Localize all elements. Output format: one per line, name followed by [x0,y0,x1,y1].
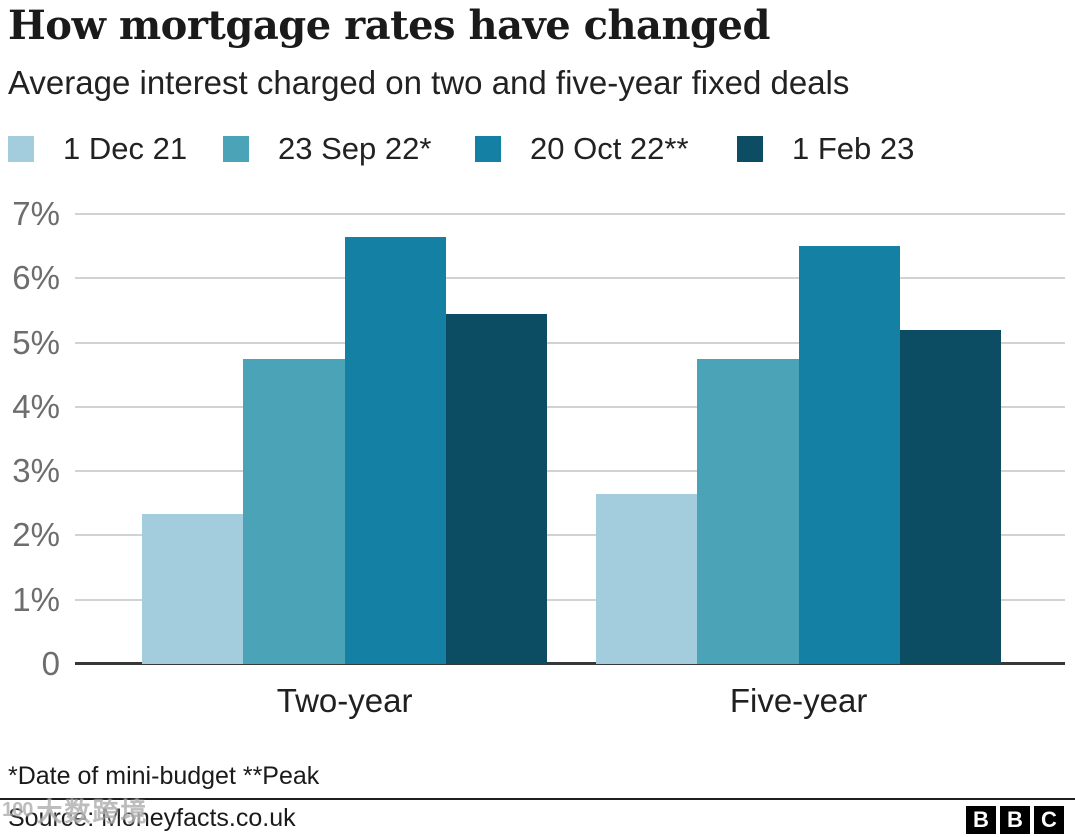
bar-two-year-23-sep-22- [243,359,345,664]
y-tick-label: 2% [12,516,60,554]
y-axis-labels: 7% 6% 5% 4% 3% 2% 1% 0 [0,195,60,682]
bar-five-year-23-sep-22- [697,358,799,664]
legend-item: 1 Dec 21 [8,131,187,167]
legend: 1 Dec 21 23 Sep 22* 20 Oct 22** 1 Feb 23 [8,131,1068,166]
plot-area: Two-year Five-year [75,213,1065,719]
y-tick-label: 7% [12,195,60,232]
bar-five-year-20-oct-22- [798,245,900,664]
legend-label: 20 Oct 22** [530,131,689,166]
bar-five-year-1-dec-21 [596,494,698,664]
legend-label: 23 Sep 22* [278,131,432,166]
bar-five-year-1-feb-23 [899,329,1002,664]
gridline [75,598,1065,601]
bar-two-year-20-oct-22- [344,236,446,664]
legend-label: 1 Feb 23 [792,131,915,166]
y-tick-label: 5% [12,323,60,361]
y-tick-label: 4% [12,387,60,425]
gridline [75,277,1065,280]
footnote: *Date of mini-budget **Peak [8,762,320,790]
bbc-logo-letter: B [966,806,996,834]
bar-two-year-1-feb-23 [445,314,548,664]
legend-swatch-icon [475,136,501,162]
source-label: Source: Moneyfacts.co.uk [8,804,296,832]
y-tick-label: 6% [12,259,60,297]
bar-two-year-1-dec-21 [142,513,244,664]
gridline [75,405,1065,408]
footer-divider [0,798,1075,800]
y-tick-label: 3% [12,452,60,490]
legend-swatch-icon [8,136,34,162]
legend-swatch-icon [737,136,763,162]
chart-subtitle: Average interest charged on two and five… [8,64,850,101]
bbc-logo-letter: C [1034,806,1064,834]
legend-swatch-icon [223,136,249,162]
gridline [75,534,1065,537]
y-tick-label: 1% [12,580,60,618]
legend-item: 23 Sep 22* [223,131,431,167]
legend-item: 1 Feb 23 [737,131,914,167]
chart-title: How mortgage rates have changed [8,2,770,49]
x-category-label: Two-year [276,682,413,719]
x-category-label: Five-year [729,682,868,719]
x-axis-baseline [75,662,1065,665]
bbc-logo-letter: B [1000,806,1030,834]
legend-item: 20 Oct 22** [475,131,689,167]
gridline [75,213,1065,215]
legend-label: 1 Dec 21 [63,131,188,166]
gridline [75,470,1065,473]
y-tick-label: 0 [41,645,60,682]
gridline [75,341,1065,344]
